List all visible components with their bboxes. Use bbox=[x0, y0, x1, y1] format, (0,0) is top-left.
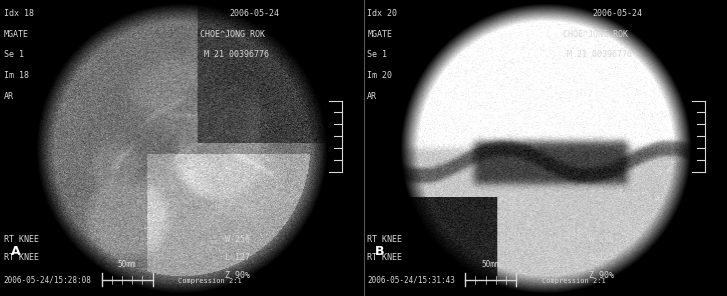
Text: M 21 00396776: M 21 00396776 bbox=[204, 50, 268, 59]
Text: 2006-05-24/15:28:08: 2006-05-24/15:28:08 bbox=[4, 275, 92, 284]
Text: Z 90%: Z 90% bbox=[225, 271, 250, 280]
Text: W 256: W 256 bbox=[225, 235, 250, 244]
Text: RT KNEE: RT KNEE bbox=[367, 253, 402, 262]
Text: 50mm: 50mm bbox=[481, 260, 500, 269]
Text: Idx 20: Idx 20 bbox=[367, 9, 397, 18]
Text: M 21 00396776: M 21 00396776 bbox=[567, 50, 632, 59]
Text: Idx 18: Idx 18 bbox=[4, 9, 33, 18]
Text: RT KNEE: RT KNEE bbox=[4, 253, 39, 262]
Text: L 127: L 127 bbox=[225, 253, 250, 262]
Text: 50mm: 50mm bbox=[118, 260, 137, 269]
Text: AR: AR bbox=[4, 92, 14, 101]
Text: Compression 2:1: Compression 2:1 bbox=[178, 278, 242, 284]
Text: CHOE^JONG ROK: CHOE^JONG ROK bbox=[563, 30, 628, 38]
Text: Z 90%: Z 90% bbox=[589, 271, 614, 280]
Text: Im 20: Im 20 bbox=[367, 71, 392, 80]
Text: MGATE: MGATE bbox=[4, 30, 28, 38]
Text: L 127: L 127 bbox=[589, 253, 614, 262]
Text: B: B bbox=[374, 244, 384, 258]
Text: Se 1: Se 1 bbox=[367, 50, 387, 59]
Text: CHOE^JONG ROK: CHOE^JONG ROK bbox=[200, 30, 265, 38]
Text: RT KNEE: RT KNEE bbox=[367, 235, 402, 244]
Text: A: A bbox=[11, 244, 20, 258]
Text: Compression 2:1: Compression 2:1 bbox=[542, 278, 606, 284]
Text: 2006-05-24/15:31:43: 2006-05-24/15:31:43 bbox=[367, 275, 455, 284]
Text: 2006-05-24: 2006-05-24 bbox=[593, 9, 643, 18]
Text: 2006-05-24: 2006-05-24 bbox=[229, 9, 279, 18]
Text: Im 18: Im 18 bbox=[4, 71, 28, 80]
Text: Se 1: Se 1 bbox=[4, 50, 24, 59]
Text: RT KNEE: RT KNEE bbox=[4, 235, 39, 244]
Text: MGATE: MGATE bbox=[367, 30, 392, 38]
Text: AR: AR bbox=[367, 92, 377, 101]
Text: W 256: W 256 bbox=[589, 235, 614, 244]
